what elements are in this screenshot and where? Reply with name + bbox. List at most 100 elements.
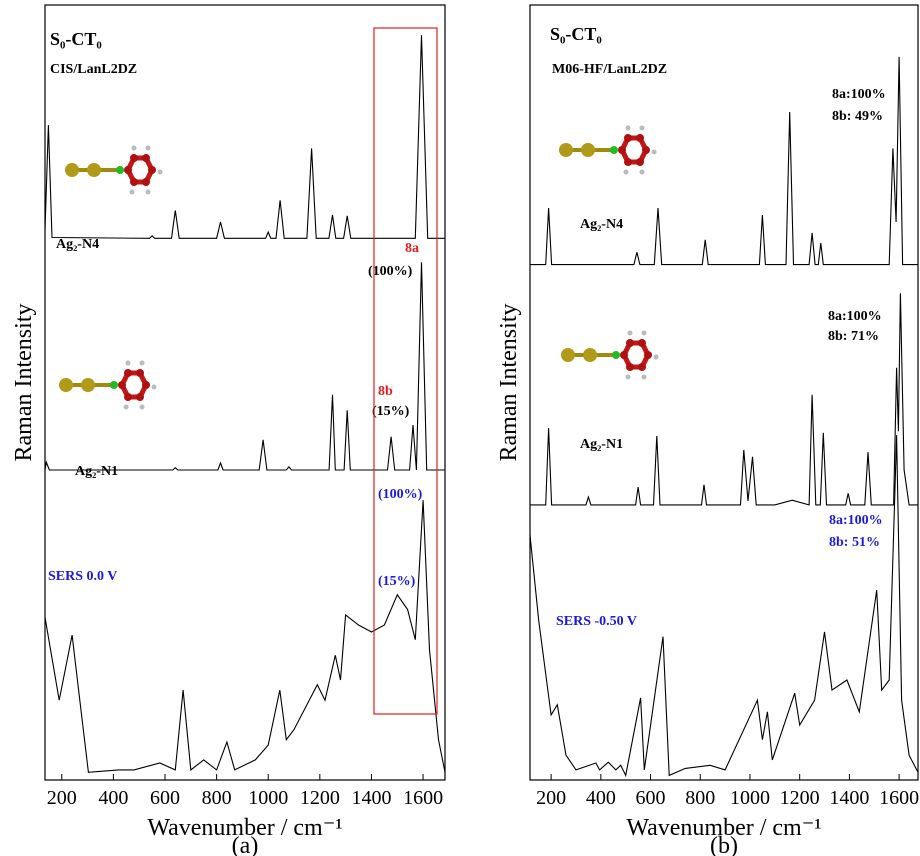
atom: [626, 375, 631, 380]
atom: [65, 163, 79, 177]
x-tick-label: 800: [685, 787, 715, 809]
annotation: S₀-CT₀: [50, 29, 102, 49]
x-tick-label: 1600: [879, 787, 919, 809]
atom: [142, 154, 150, 162]
x-tick-label: 200: [47, 787, 77, 809]
atom: [110, 381, 118, 389]
atom: [638, 363, 646, 371]
x-tick-label: 1200: [300, 787, 340, 809]
atom: [581, 143, 595, 157]
x-tick-label: 1000: [248, 787, 288, 809]
spectrum: [530, 435, 918, 775]
x-tick-label: 400: [586, 787, 616, 809]
annotation: SERS -0.50 V: [556, 614, 637, 629]
x-tick-label: 400: [98, 787, 128, 809]
atom: [583, 348, 597, 362]
atom: [87, 163, 101, 177]
atom: [636, 158, 644, 166]
x-tick-label: 1600: [403, 787, 443, 809]
atom: [140, 361, 145, 366]
atom: [140, 405, 145, 410]
atom: [124, 405, 129, 410]
molecule: [59, 361, 157, 410]
atom: [654, 355, 659, 360]
atom: [124, 393, 132, 401]
atom: [642, 375, 647, 380]
annotation: SERS 0.0 V: [48, 569, 117, 584]
atom: [620, 351, 628, 359]
atom: [130, 190, 135, 195]
annotation: Ag₂-N4: [56, 237, 99, 252]
atom: [618, 146, 626, 154]
annotation: CIS/LanL2DZ: [50, 62, 137, 77]
x-tick-label: 1400: [351, 787, 391, 809]
x-tick-label: 1200: [780, 787, 820, 809]
annotation: (100%): [368, 264, 413, 279]
atom: [628, 331, 633, 336]
atom: [146, 146, 151, 151]
atom: [59, 378, 73, 392]
molecule: [65, 146, 163, 195]
atom: [640, 126, 645, 131]
molecule: [561, 331, 659, 380]
annotation: 8a: [405, 241, 419, 256]
atom: [626, 126, 631, 131]
atom: [624, 170, 629, 175]
annotation: Ag₂-N1: [75, 464, 118, 479]
atom: [130, 154, 138, 162]
x-tick-label: 1000: [730, 787, 770, 809]
spectrum: [45, 500, 445, 772]
atom: [626, 339, 634, 347]
annotation: 8b: 49%: [832, 109, 883, 124]
annotation: 8a:100%: [828, 309, 882, 324]
atom: [124, 369, 132, 377]
annotation: 8b: 71%: [828, 329, 879, 344]
annotation: S₀-CT₀: [550, 24, 602, 44]
panel-label: (a): [232, 833, 259, 856]
annotation: 8a:100%: [832, 87, 886, 102]
atom: [644, 351, 652, 359]
x-tick-label: 1400: [829, 787, 869, 809]
atom: [642, 331, 647, 336]
annotation: 8b: [378, 384, 393, 399]
x-tick-label: 600: [636, 787, 666, 809]
atom: [624, 134, 632, 142]
atom: [640, 170, 645, 175]
atom: [132, 146, 137, 151]
panel-label: (b): [710, 833, 738, 856]
atom: [146, 190, 151, 195]
atom: [559, 143, 573, 157]
atom: [561, 348, 575, 362]
annotation: 8b: 51%: [829, 535, 880, 550]
atom: [81, 378, 95, 392]
atom: [142, 178, 150, 186]
annotation: Ag₂-N4: [580, 217, 623, 232]
spectrum: [45, 262, 445, 470]
annotation: (15%): [372, 404, 410, 419]
atom: [118, 381, 126, 389]
atom: [158, 170, 163, 175]
spectrum: [530, 293, 918, 505]
annotation: Ag₂-N1: [580, 437, 623, 452]
figure: 2004006008001000120014001600Wavenumber /…: [0, 0, 920, 856]
annotation: 8a:100%: [829, 513, 883, 528]
atom: [642, 146, 650, 154]
x-tick-label: 200: [536, 787, 566, 809]
atom: [126, 361, 131, 366]
atom: [152, 385, 157, 390]
atom: [116, 166, 124, 174]
atom: [626, 363, 634, 371]
x-tick-label: 800: [202, 787, 232, 809]
annotation: (100%): [378, 487, 423, 502]
annotation: M06-HF/LanL2DZ: [552, 62, 667, 77]
atom: [124, 166, 132, 174]
atom: [142, 381, 150, 389]
atom: [652, 150, 657, 155]
molecule: [559, 126, 657, 175]
y-axis-title: Raman Intensity: [496, 304, 522, 462]
atom: [136, 393, 144, 401]
y-axis-title: Raman Intensity: [11, 304, 37, 462]
atom: [638, 339, 646, 347]
atom: [136, 369, 144, 377]
x-tick-label: 600: [150, 787, 180, 809]
